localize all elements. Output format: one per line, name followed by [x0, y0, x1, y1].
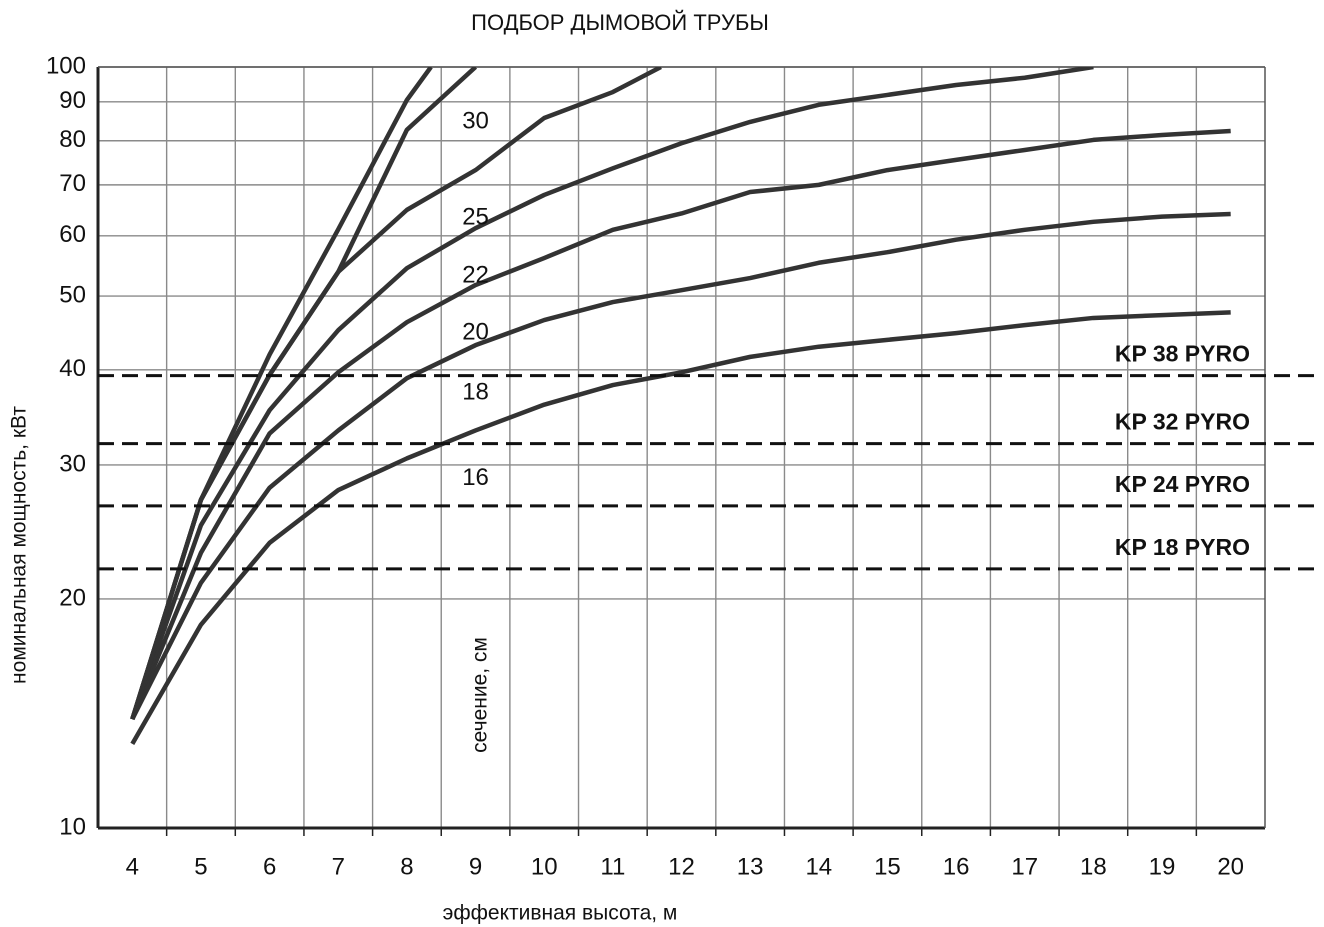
x-tick-label: 19: [1149, 853, 1176, 880]
y-tick-label: 30: [59, 450, 86, 477]
series-label: 20: [462, 318, 489, 345]
annotation: сечение, см: [469, 637, 492, 753]
series-label: 22: [462, 262, 489, 289]
x-tick-label: 13: [737, 853, 764, 880]
x-tick-label: 17: [1011, 853, 1038, 880]
x-tick-label: 10: [531, 853, 558, 880]
y-axis-title: номинальная мощность, кВт: [8, 406, 31, 684]
y-tick-label: 20: [59, 584, 86, 611]
grid: [96, 66, 1266, 836]
series-label: 30: [462, 107, 489, 134]
x-tick-label: 15: [874, 853, 901, 880]
y-tick-label: 90: [59, 87, 86, 114]
x-tick-label: 8: [400, 853, 413, 880]
y-tick-label: 100: [46, 52, 86, 79]
series-label: 16: [462, 464, 489, 491]
y-tick-label: 50: [59, 281, 86, 308]
series-label: 18: [462, 379, 489, 406]
series-label: 25: [462, 203, 489, 230]
x-tick-label: 14: [805, 853, 832, 880]
plot-area: [130, 67, 1231, 745]
y-tick-label: 60: [59, 221, 86, 248]
y-tick-label: 40: [59, 355, 86, 382]
series-line: [130, 67, 1094, 720]
x-tick-label: 12: [668, 853, 695, 880]
x-tick-label: 11: [600, 853, 625, 880]
x-tick-label: 5: [194, 853, 207, 880]
chart-title: ПОДБОР ДЫМОВОЙ ТРУБЫ: [471, 10, 769, 35]
x-axis-title: эффективная высота, м: [443, 902, 678, 925]
x-tick-label: 6: [263, 853, 276, 880]
reference-label: KP 32 PYRO: [1115, 409, 1250, 435]
series-line: [130, 310, 1231, 745]
y-tick-label: 80: [59, 126, 86, 153]
series-line: [130, 128, 1231, 721]
reference-label: KP 24 PYRO: [1115, 471, 1250, 497]
x-tick-label: 18: [1080, 853, 1107, 880]
x-tick-label: 16: [943, 853, 970, 880]
overlay: 10 20 30 40 50 60 70 80 90 100 4 5 6 7 8 9 10 11 12 13 14 15 1…: [46, 52, 1320, 880]
x-tick-label: 9: [469, 853, 482, 880]
series-line: [130, 67, 433, 720]
series-line: [130, 211, 1231, 721]
reference-label: KP 38 PYRO: [1115, 341, 1250, 367]
x-tick-label: 4: [126, 853, 139, 880]
y-tick-label: 10: [59, 813, 86, 840]
x-tick-label: 7: [332, 853, 345, 880]
y-tick-label: 70: [59, 170, 86, 197]
x-tick-label: 20: [1217, 853, 1244, 880]
reference-label: KP 18 PYRO: [1115, 534, 1250, 560]
